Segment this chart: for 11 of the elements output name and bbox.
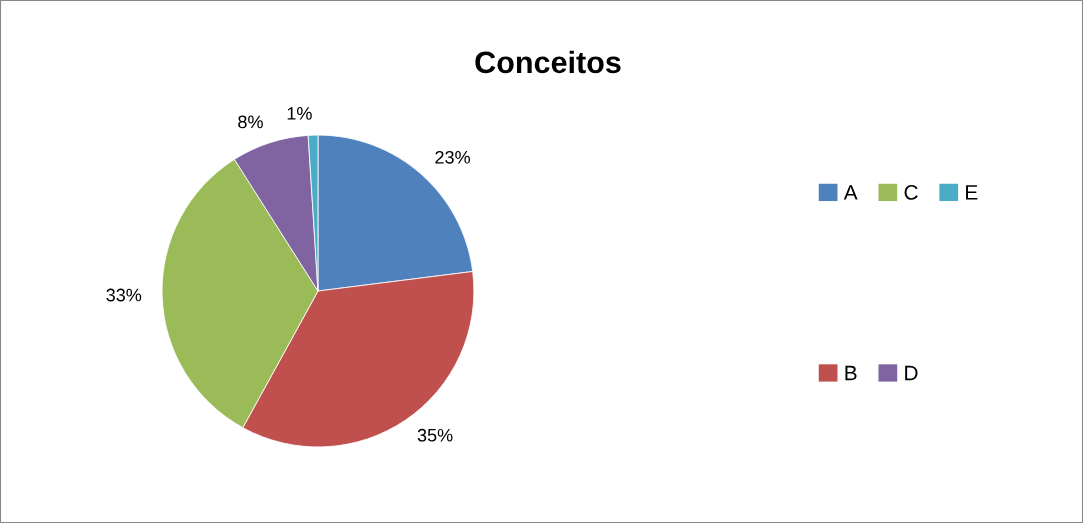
data-label: 33% xyxy=(106,288,142,302)
legend-label: E xyxy=(966,185,978,200)
legend-label: D xyxy=(905,365,918,381)
data-label: 23% xyxy=(435,150,470,164)
data-label: 1% xyxy=(287,107,312,120)
chart-title: Conceitos xyxy=(475,50,621,74)
legend-label: A xyxy=(843,185,858,200)
data-label: 35% xyxy=(417,428,453,442)
legend-label: B xyxy=(845,365,857,381)
legend-label: C xyxy=(904,185,918,200)
data-label: 8% xyxy=(238,115,263,129)
